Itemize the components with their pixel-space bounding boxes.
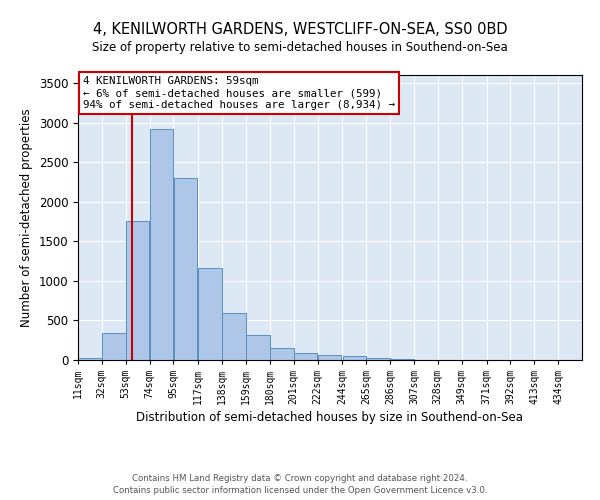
Bar bbox=[149, 129, 173, 360]
Bar bbox=[343, 356, 366, 360]
Bar bbox=[173, 178, 197, 360]
Text: 4 KENILWORTH GARDENS: 59sqm
← 6% of semi-detached houses are smaller (599)
94% o: 4 KENILWORTH GARDENS: 59sqm ← 6% of semi… bbox=[83, 76, 395, 110]
Bar bbox=[102, 333, 125, 360]
Bar bbox=[199, 268, 222, 360]
Bar bbox=[223, 312, 246, 360]
Bar bbox=[246, 336, 269, 360]
Text: Size of property relative to semi-detached houses in Southend-on-Sea: Size of property relative to semi-detach… bbox=[92, 41, 508, 54]
Text: Contains HM Land Registry data © Crown copyright and database right 2024.: Contains HM Land Registry data © Crown c… bbox=[132, 474, 468, 483]
Bar bbox=[294, 353, 317, 360]
Bar bbox=[317, 355, 341, 360]
Y-axis label: Number of semi-detached properties: Number of semi-detached properties bbox=[20, 108, 33, 327]
Text: 4, KENILWORTH GARDENS, WESTCLIFF-ON-SEA, SS0 0BD: 4, KENILWORTH GARDENS, WESTCLIFF-ON-SEA,… bbox=[92, 22, 508, 38]
Bar bbox=[270, 348, 293, 360]
Bar bbox=[367, 358, 390, 360]
X-axis label: Distribution of semi-detached houses by size in Southend-on-Sea: Distribution of semi-detached houses by … bbox=[137, 411, 523, 424]
Bar bbox=[78, 358, 101, 360]
Text: Contains public sector information licensed under the Open Government Licence v3: Contains public sector information licen… bbox=[113, 486, 487, 495]
Bar bbox=[391, 359, 414, 360]
Bar bbox=[126, 220, 149, 360]
